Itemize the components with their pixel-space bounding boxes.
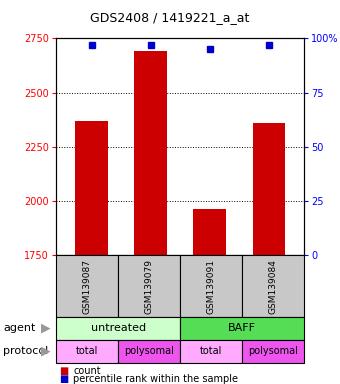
Text: GDS2408 / 1419221_a_at: GDS2408 / 1419221_a_at <box>90 11 250 24</box>
Bar <box>134 51 167 255</box>
Bar <box>118 255 180 317</box>
Bar <box>56 317 180 340</box>
Text: total: total <box>200 346 222 356</box>
Text: ■: ■ <box>59 374 69 384</box>
Text: untreated: untreated <box>90 323 146 333</box>
Bar <box>118 340 180 363</box>
Bar <box>180 317 304 340</box>
Bar <box>56 255 118 317</box>
Bar <box>193 209 226 255</box>
Text: ▶: ▶ <box>41 322 51 335</box>
Bar <box>75 121 108 255</box>
Text: GSM139079: GSM139079 <box>145 258 154 314</box>
Bar <box>180 255 242 317</box>
Text: polysomal: polysomal <box>248 346 298 356</box>
Text: agent: agent <box>3 323 36 333</box>
Text: BAFF: BAFF <box>228 323 256 333</box>
Text: polysomal: polysomal <box>124 346 174 356</box>
Text: total: total <box>76 346 98 356</box>
Bar <box>242 340 304 363</box>
Bar <box>180 340 242 363</box>
Bar <box>253 123 285 255</box>
Text: GSM139087: GSM139087 <box>83 258 91 314</box>
Text: percentile rank within the sample: percentile rank within the sample <box>73 374 238 384</box>
Text: GSM139091: GSM139091 <box>207 258 216 314</box>
Text: count: count <box>73 366 101 376</box>
Text: GSM139084: GSM139084 <box>269 259 278 313</box>
Bar <box>242 255 304 317</box>
Text: ■: ■ <box>59 366 69 376</box>
Bar <box>56 340 118 363</box>
Text: ▶: ▶ <box>41 345 51 358</box>
Text: protocol: protocol <box>3 346 49 356</box>
